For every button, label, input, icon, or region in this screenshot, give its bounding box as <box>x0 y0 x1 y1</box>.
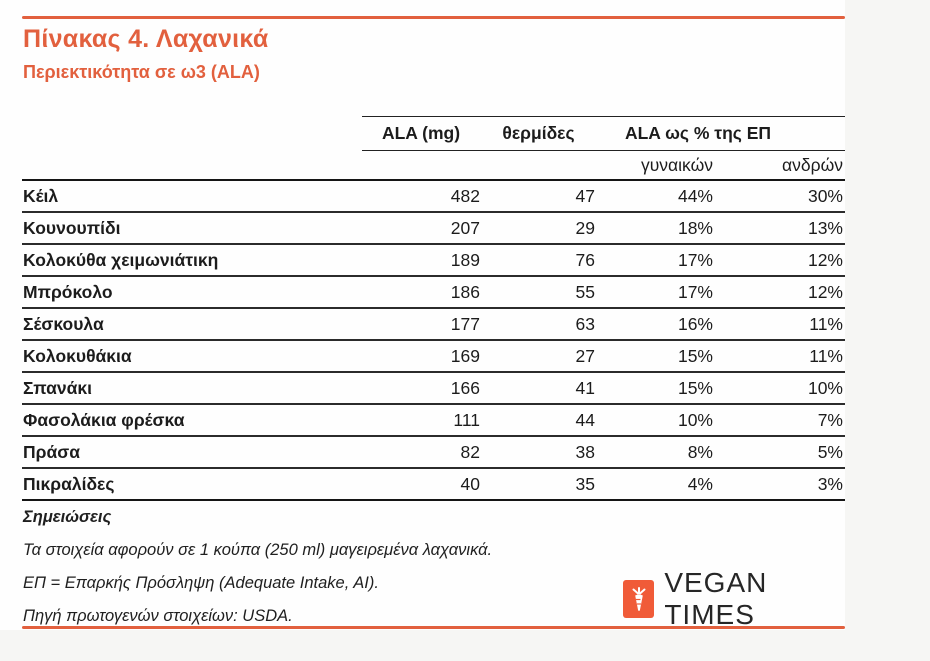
ala-value: 111 <box>362 404 482 437</box>
table-header-row: ALA (mg) θερμίδες ALA ως % της ΕΠ <box>22 116 845 151</box>
ala-value: 207 <box>362 212 482 245</box>
calories-value: 63 <box>482 308 597 341</box>
col-header-women: γυναικών <box>640 154 713 175</box>
men-pct-value: 10% <box>715 372 845 405</box>
col-header-men: ανδρών <box>782 154 843 175</box>
women-pct-value: 18% <box>597 212 715 245</box>
calories-value: 29 <box>482 212 597 245</box>
table-row: Σέσκουλα 177 63 16% 11% <box>22 308 845 341</box>
document-sheet: Πίνακας 4. Λαχανικά Περιεκτικότητα σε ω3… <box>22 16 845 633</box>
women-pct-value: 4% <box>597 468 715 501</box>
men-pct-value: 3% <box>715 468 845 501</box>
ala-value: 82 <box>362 436 482 469</box>
calories-value: 38 <box>482 436 597 469</box>
note-line: Πηγή πρωτογενών στοιχείων: USDA. <box>23 607 293 625</box>
ala-value: 189 <box>362 244 482 277</box>
vegetable-name: Πράσα <box>22 436 362 469</box>
ala-value: 40 <box>362 468 482 501</box>
ala-value: 186 <box>362 276 482 309</box>
men-pct-value: 11% <box>715 308 845 341</box>
table-row: Σπανάκι 166 41 15% 10% <box>22 372 845 405</box>
table-row: Κουνουπίδι 207 29 18% 13% <box>22 212 845 245</box>
table-row: Φασολάκια φρέσκα 111 44 10% 7% <box>22 404 845 437</box>
table-row: Κέιλ 482 47 44% 30% <box>22 179 845 213</box>
carrot-icon <box>627 585 651 613</box>
bottom-divider <box>22 626 845 629</box>
col-header-calories: θερμίδες <box>482 116 597 151</box>
vegetable-name: Σέσκουλα <box>22 308 362 341</box>
women-pct-value: 16% <box>597 308 715 341</box>
ala-value: 169 <box>362 340 482 373</box>
table-subheader-row: γυναικών ανδρών <box>22 151 845 181</box>
table-row: Κολοκύθα χειμωνιάτικη 189 76 17% 12% <box>22 244 845 277</box>
men-pct-value: 5% <box>715 436 845 469</box>
men-pct-value: 12% <box>715 244 845 277</box>
top-divider <box>22 16 845 19</box>
women-pct-value: 15% <box>597 340 715 373</box>
note-line: ΕΠ = Επαρκής Πρόσληψη (Adequate Intake, … <box>23 574 379 592</box>
vegetable-name: Κολοκύθα χειμωνιάτικη <box>22 244 362 277</box>
table-row: Κολοκυθάκια 169 27 15% 11% <box>22 340 845 373</box>
calories-value: 76 <box>482 244 597 277</box>
men-pct-value: 7% <box>715 404 845 437</box>
men-pct-value: 13% <box>715 212 845 245</box>
table-row: Πράσα 82 38 8% 5% <box>22 436 845 469</box>
vegetable-name: Σπανάκι <box>22 372 362 405</box>
calories-value: 41 <box>482 372 597 405</box>
ala-value: 482 <box>362 179 482 213</box>
col-header-ala: ALA (mg) <box>362 116 482 151</box>
women-pct-value: 15% <box>597 372 715 405</box>
name-column-header <box>22 117 362 151</box>
men-pct-value: 30% <box>715 179 845 213</box>
calories-value: 47 <box>482 179 597 213</box>
vegetable-name: Φασολάκια φρέσκα <box>22 404 362 437</box>
vegetable-name: Μπρόκολο <box>22 276 362 309</box>
ala-value: 177 <box>362 308 482 341</box>
men-pct-value: 11% <box>715 340 845 373</box>
calories-value: 35 <box>482 468 597 501</box>
ala-value: 166 <box>362 372 482 405</box>
page-title: Πίνακας 4. Λαχανικά <box>23 25 269 53</box>
women-pct-value: 17% <box>597 244 715 277</box>
women-pct-value: 10% <box>597 404 715 437</box>
logo-badge <box>623 580 655 618</box>
men-pct-value: 12% <box>715 276 845 309</box>
vegetable-name: Κέιλ <box>22 179 362 213</box>
vegetable-name: Κολοκυθάκια <box>22 340 362 373</box>
logo-text: VEGAN TIMES <box>664 567 768 630</box>
calories-value: 55 <box>482 276 597 309</box>
calories-value: 44 <box>482 404 597 437</box>
col-header-pct-group: ALA ως % της ΕΠ <box>597 116 845 151</box>
vegetable-name: Πικραλίδες <box>22 468 362 501</box>
table-row: Μπρόκολο 186 55 17% 12% <box>22 276 845 309</box>
vegetable-name: Κουνουπίδι <box>22 212 362 245</box>
women-pct-value: 17% <box>597 276 715 309</box>
notes-section: Σημειώσεις Τα στοιχεία αφορούν σε 1 κούπ… <box>23 501 492 633</box>
calories-value: 27 <box>482 340 597 373</box>
women-pct-value: 8% <box>597 436 715 469</box>
table-row: Πικραλίδες 40 35 4% 3% <box>22 468 845 501</box>
vegan-times-logo: VEGAN TIMES <box>623 567 845 631</box>
note-line: Τα στοιχεία αφορούν σε 1 κούπα (250 ml) … <box>23 541 493 559</box>
women-pct-value: 44% <box>597 179 715 213</box>
vegetables-omega3-table: ALA (mg) θερμίδες ALA ως % της ΕΠ γυναικ… <box>22 116 845 501</box>
notes-heading: Σημειώσεις <box>23 508 112 526</box>
page-subtitle: Περιεκτικότητα σε ω3 (ALA) <box>23 62 260 82</box>
